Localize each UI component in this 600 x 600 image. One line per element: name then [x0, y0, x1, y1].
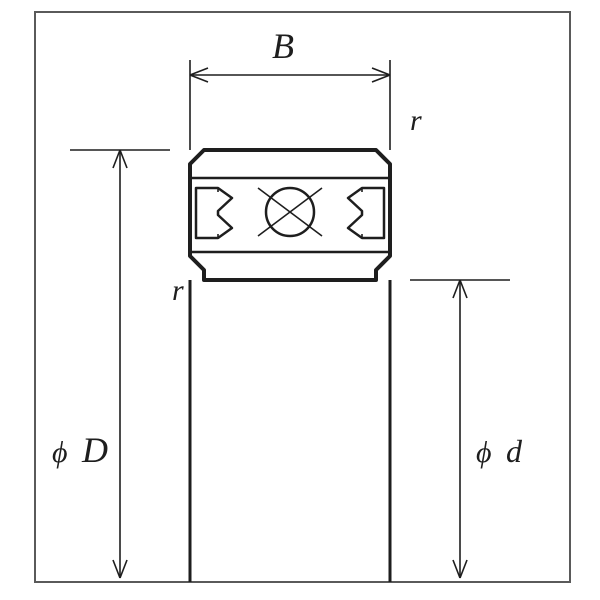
bearing-dimension-diagram: BrrϕDϕd — [0, 0, 600, 600]
label-r-bottom: r — [172, 274, 184, 307]
label-phi-d-symbol: ϕ — [476, 436, 492, 469]
label-phi-D-symbol: ϕ — [52, 436, 68, 469]
label-D: D — [81, 430, 108, 470]
label-B: B — [272, 26, 294, 66]
label-r-top: r — [410, 104, 422, 137]
label-d: d — [506, 433, 523, 469]
